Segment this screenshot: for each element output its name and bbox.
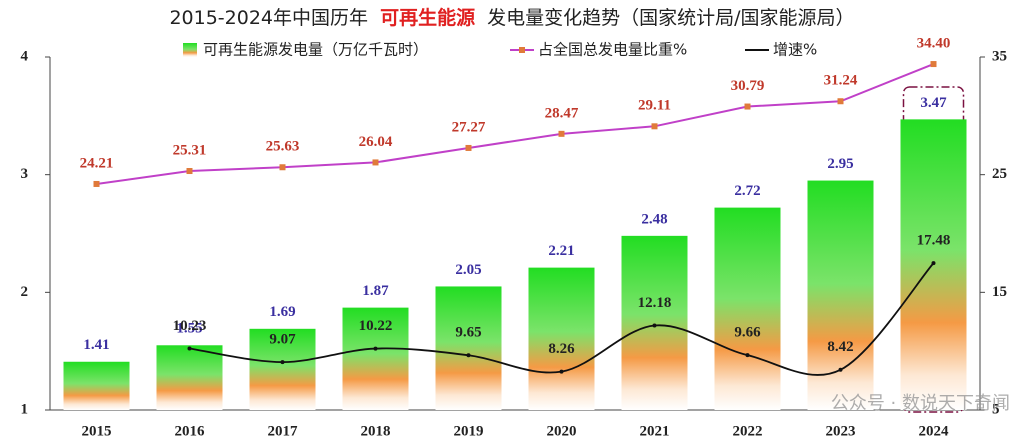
title-part: 2015-2024年中国历年 xyxy=(169,7,368,29)
growth-marker xyxy=(373,346,378,351)
legend-label: 增速% xyxy=(773,41,817,59)
bar-value-label: 2.48 xyxy=(641,211,667,227)
line-marker xyxy=(93,180,100,187)
line-marker xyxy=(558,130,565,137)
legend-label: 占全国总发电量比重% xyxy=(538,41,687,59)
line-marker xyxy=(372,159,379,166)
x-tick-label: 2016 xyxy=(175,423,206,439)
y2-tick-label: 5 xyxy=(992,401,1000,417)
legend-marker xyxy=(519,47,525,53)
line-value-label: 34.40 xyxy=(917,35,951,51)
bar xyxy=(528,267,595,410)
bar xyxy=(156,345,223,410)
bar xyxy=(714,207,781,410)
line-marker xyxy=(651,123,658,130)
bar xyxy=(249,328,316,410)
line-value-label: 29.11 xyxy=(638,98,671,114)
line-marker xyxy=(837,98,844,105)
line-marker xyxy=(744,103,751,110)
line-value-label: 28.47 xyxy=(545,105,579,121)
line-marker xyxy=(186,168,193,175)
x-tick-label: 2019 xyxy=(454,423,484,439)
y-tick-label: 1 xyxy=(21,401,29,417)
bar-value-label: 2.05 xyxy=(455,262,481,278)
growth-marker xyxy=(745,353,750,358)
growth-marker xyxy=(559,369,564,374)
legend-label: 可再生能源发电量（万亿千瓦时） xyxy=(203,41,428,59)
x-tick-label: 2022 xyxy=(733,423,763,439)
chart-title: 2015-2024年中国历年 可再生能源 发电量变化趋势（国家统计局/国家能源局… xyxy=(169,6,854,29)
legend-swatch xyxy=(183,43,197,57)
bar xyxy=(342,307,409,410)
growth-line xyxy=(189,262,935,376)
growth-marker xyxy=(838,367,843,372)
y-tick-label: 3 xyxy=(21,166,29,182)
x-tick-label: 2017 xyxy=(268,423,299,439)
line-value-label: 24.21 xyxy=(80,155,114,171)
growth-value-label: 9.66 xyxy=(734,325,761,341)
x-tick-label: 2021 xyxy=(640,423,670,439)
growth-value-label: 17.48 xyxy=(917,233,951,249)
bar-value-label: 1.41 xyxy=(83,337,109,353)
growth-marker xyxy=(187,346,192,351)
x-tick-label: 2024 xyxy=(919,423,950,439)
bar-value-label: 1.87 xyxy=(362,283,389,299)
bar xyxy=(63,361,130,410)
line-value-label: 25.63 xyxy=(266,139,300,155)
y2-tick-label: 25 xyxy=(992,166,1007,182)
line-marker xyxy=(930,61,937,68)
bar xyxy=(621,235,688,410)
x-tick-label: 2020 xyxy=(547,423,577,439)
bar xyxy=(435,286,502,410)
x-tick-label: 2018 xyxy=(361,423,391,439)
title-part: 可再生能源 xyxy=(380,6,475,29)
growth-value-label: 9.07 xyxy=(269,332,296,348)
bar-value-label: 3.47 xyxy=(920,95,947,111)
line-value-label: 26.04 xyxy=(359,134,393,150)
growth-marker xyxy=(652,323,657,328)
bar-value-label: 2.95 xyxy=(827,156,853,172)
y-tick-label: 4 xyxy=(21,48,29,64)
y2-tick-label: 35 xyxy=(992,48,1007,64)
bar-value-label: 2.72 xyxy=(734,183,760,199)
bar xyxy=(807,180,874,410)
line-value-label: 30.79 xyxy=(731,78,765,94)
line-value-label: 27.27 xyxy=(452,119,486,135)
title-part: 发电量变化趋势（国家统计局/国家能源局） xyxy=(487,7,854,29)
line-value-label: 31.24 xyxy=(824,73,858,89)
line-marker xyxy=(279,164,286,171)
bar-value-label: 1.69 xyxy=(269,304,295,320)
line-value-label: 25.31 xyxy=(173,142,207,158)
growth-value-label: 8.42 xyxy=(827,339,853,355)
growth-value-label: 8.26 xyxy=(548,341,575,357)
growth-marker xyxy=(280,360,285,365)
x-tick-label: 2023 xyxy=(826,423,856,439)
bar-value-label: 2.21 xyxy=(548,243,574,259)
y-tick-label: 2 xyxy=(21,284,29,300)
y2-tick-label: 15 xyxy=(992,284,1007,300)
growth-marker xyxy=(466,353,471,358)
growth-value-label: 9.65 xyxy=(455,325,481,341)
growth-marker xyxy=(931,261,936,266)
growth-value-label: 10.22 xyxy=(359,318,393,334)
growth-value-label: 10.23 xyxy=(173,318,207,334)
bar-value-label: 1.55 xyxy=(176,321,202,337)
share-line xyxy=(96,63,934,185)
watermark: 公众号 · 数说天下奇闻 xyxy=(831,393,1010,414)
x-tick-label: 2015 xyxy=(82,423,112,439)
growth-value-label: 12.18 xyxy=(638,295,672,311)
line-marker xyxy=(465,144,472,151)
